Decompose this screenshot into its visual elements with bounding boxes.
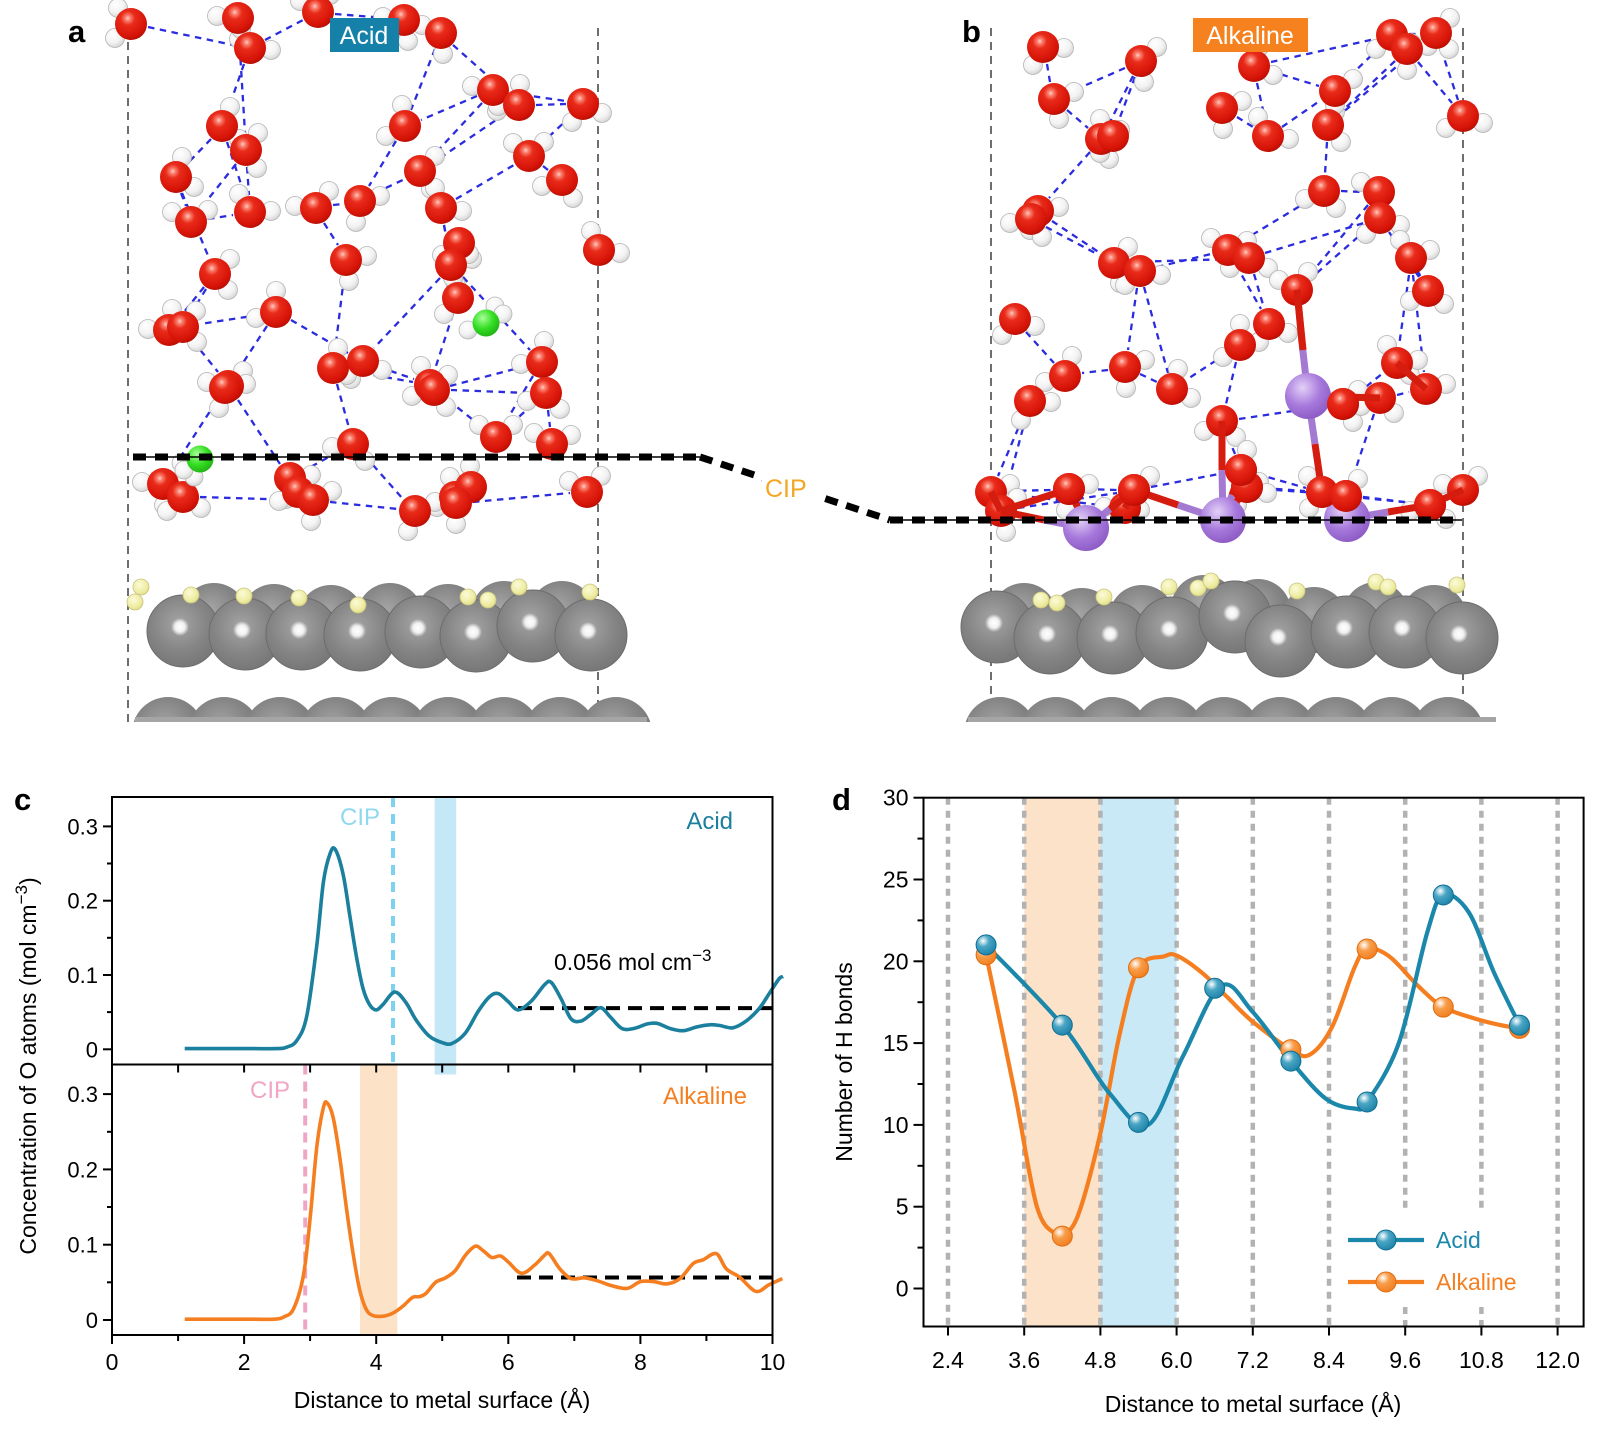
svg-text:Acid: Acid [340,22,389,50]
svg-text:8.4: 8.4 [1313,1347,1345,1373]
svg-text:Alkaline: Alkaline [663,1083,747,1110]
svg-text:5: 5 [896,1194,909,1220]
svg-text:25: 25 [883,867,909,893]
svg-text:10.8: 10.8 [1459,1347,1504,1373]
svg-text:10: 10 [883,1112,909,1138]
svg-text:2.4: 2.4 [932,1347,964,1373]
svg-text:c: c [14,782,31,817]
svg-text:CIP: CIP [250,1077,290,1104]
svg-text:4.8: 4.8 [1084,1347,1116,1373]
svg-text:Distance to metal surface (Å): Distance to metal surface (Å) [294,1386,591,1413]
svg-text:0.1: 0.1 [67,1233,98,1258]
svg-text:4: 4 [370,1349,383,1375]
svg-text:0: 0 [86,1037,98,1062]
svg-text:6: 6 [502,1349,515,1375]
svg-text:CIP: CIP [765,475,807,503]
svg-text:0.3: 0.3 [67,1082,98,1107]
svg-text:0: 0 [86,1308,98,1333]
svg-text:Distance to metal surface (Å): Distance to metal surface (Å) [1105,1390,1402,1417]
svg-text:10: 10 [760,1349,786,1375]
svg-text:CIP: CIP [340,804,380,831]
svg-text:Number of H bonds: Number of H bonds [831,962,857,1161]
svg-text:6.0: 6.0 [1161,1347,1193,1373]
svg-text:0.056 mol cm−3: 0.056 mol cm−3 [554,946,711,975]
svg-text:30: 30 [883,785,909,811]
svg-text:0.1: 0.1 [67,963,98,988]
svg-text:8: 8 [634,1349,647,1375]
svg-text:a: a [68,14,86,49]
svg-text:0: 0 [106,1349,119,1375]
svg-text:Alkaline: Alkaline [1206,22,1294,50]
svg-text:3.6: 3.6 [1008,1347,1040,1373]
svg-text:2: 2 [238,1349,251,1375]
svg-text:Alkaline: Alkaline [1436,1269,1517,1295]
svg-text:0.2: 0.2 [67,889,98,914]
svg-text:0.2: 0.2 [67,1157,98,1182]
svg-text:9.6: 9.6 [1389,1347,1421,1373]
svg-text:Acid: Acid [1436,1227,1481,1253]
svg-text:Concentration of O atoms (mol: Concentration of O atoms (mol cm−3) [12,877,41,1254]
svg-text:d: d [832,782,851,817]
svg-text:0: 0 [896,1276,909,1302]
svg-text:Acid: Acid [686,808,733,835]
svg-text:12.0: 12.0 [1535,1347,1580,1373]
svg-text:b: b [962,14,981,49]
svg-text:15: 15 [883,1030,909,1056]
svg-text:20: 20 [883,948,909,974]
svg-text:7.2: 7.2 [1237,1347,1269,1373]
svg-text:0.3: 0.3 [67,814,98,839]
